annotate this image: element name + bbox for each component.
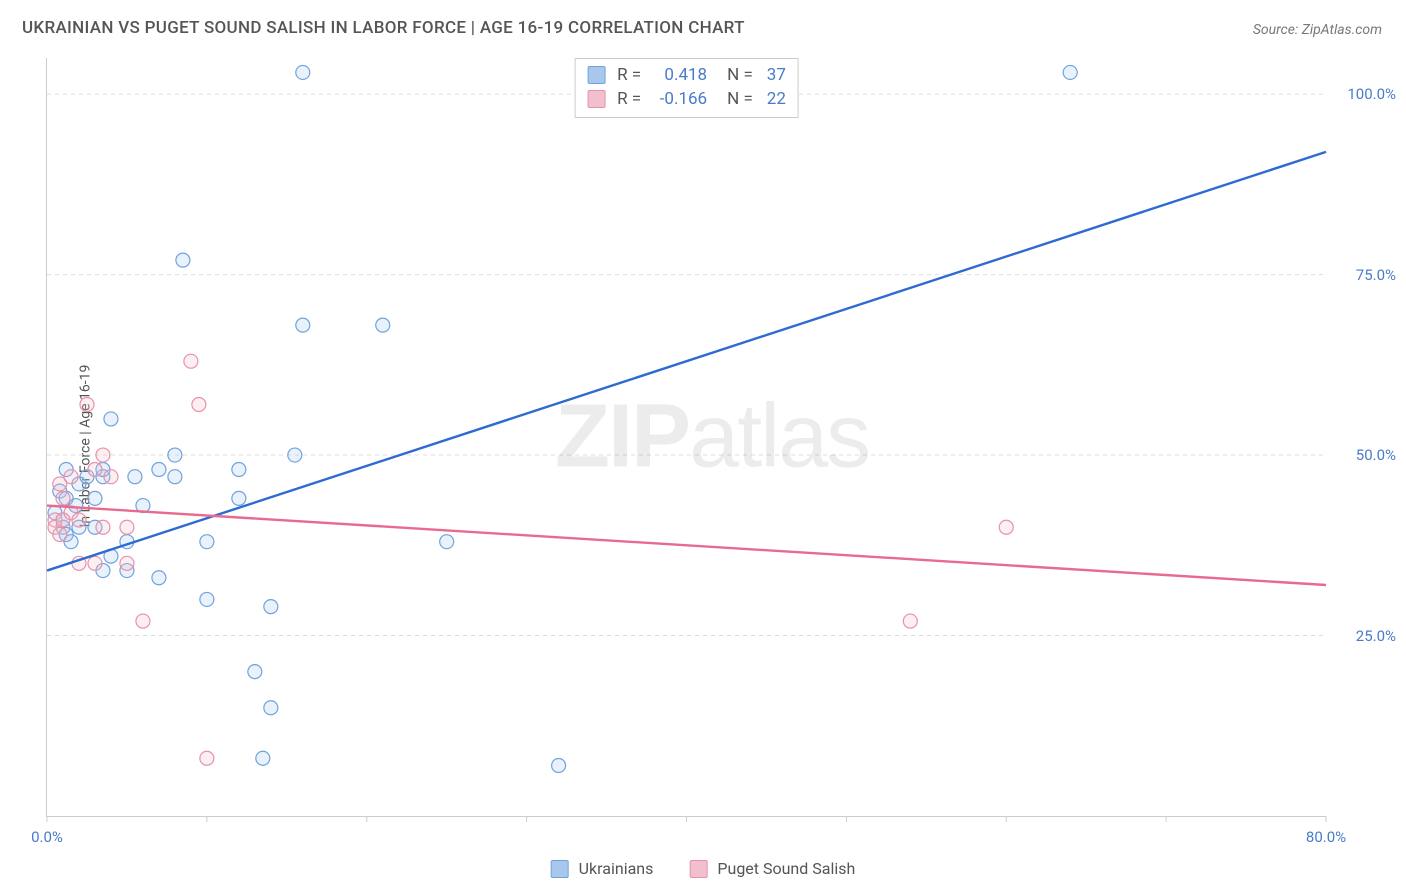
source-attribution: Source: ZipAtlas.com bbox=[1253, 22, 1382, 38]
legend-swatch bbox=[587, 66, 605, 84]
correlation-legend: R = 0.418 N = 37 R = -0.166 N = 22 bbox=[574, 58, 799, 118]
y-tick-label: 50.0% bbox=[1356, 446, 1396, 464]
plot-svg bbox=[47, 58, 1326, 816]
n-label: N = bbox=[727, 65, 753, 85]
n-value: 22 bbox=[767, 89, 786, 109]
n-label: N = bbox=[727, 89, 753, 109]
chart-container: UKRAINIAN VS PUGET SOUND SALISH IN LABOR… bbox=[0, 0, 1406, 892]
correlation-legend-row: R = -0.166 N = 22 bbox=[587, 87, 786, 111]
legend-swatch bbox=[689, 860, 707, 878]
y-tick-label: 25.0% bbox=[1356, 627, 1396, 645]
series-legend: Ukrainians Puget Sound Salish bbox=[551, 859, 856, 878]
y-tick-label: 75.0% bbox=[1356, 266, 1396, 284]
correlation-legend-row: R = 0.418 N = 37 bbox=[587, 63, 786, 87]
legend-swatch bbox=[587, 90, 605, 108]
legend-item: Ukrainians bbox=[551, 859, 654, 878]
r-label: R = bbox=[617, 89, 641, 109]
n-value: 37 bbox=[767, 65, 786, 85]
r-label: R = bbox=[617, 65, 641, 85]
legend-label: Puget Sound Salish bbox=[717, 859, 855, 878]
plot-area: ZIPatlas R =0.418N =37R =-0.166N =22 25.… bbox=[46, 58, 1326, 817]
x-tick-label: 0.0% bbox=[31, 828, 63, 846]
legend-item: Puget Sound Salish bbox=[689, 859, 855, 878]
legend-label: Ukrainians bbox=[579, 859, 654, 878]
r-value: 0.418 bbox=[651, 65, 707, 85]
x-tick-label: 80.0% bbox=[1306, 828, 1346, 846]
r-value: -0.166 bbox=[651, 89, 707, 109]
chart-title: UKRAINIAN VS PUGET SOUND SALISH IN LABOR… bbox=[22, 18, 745, 38]
legend-swatch bbox=[551, 860, 569, 878]
y-tick-label: 100.0% bbox=[1347, 85, 1396, 103]
